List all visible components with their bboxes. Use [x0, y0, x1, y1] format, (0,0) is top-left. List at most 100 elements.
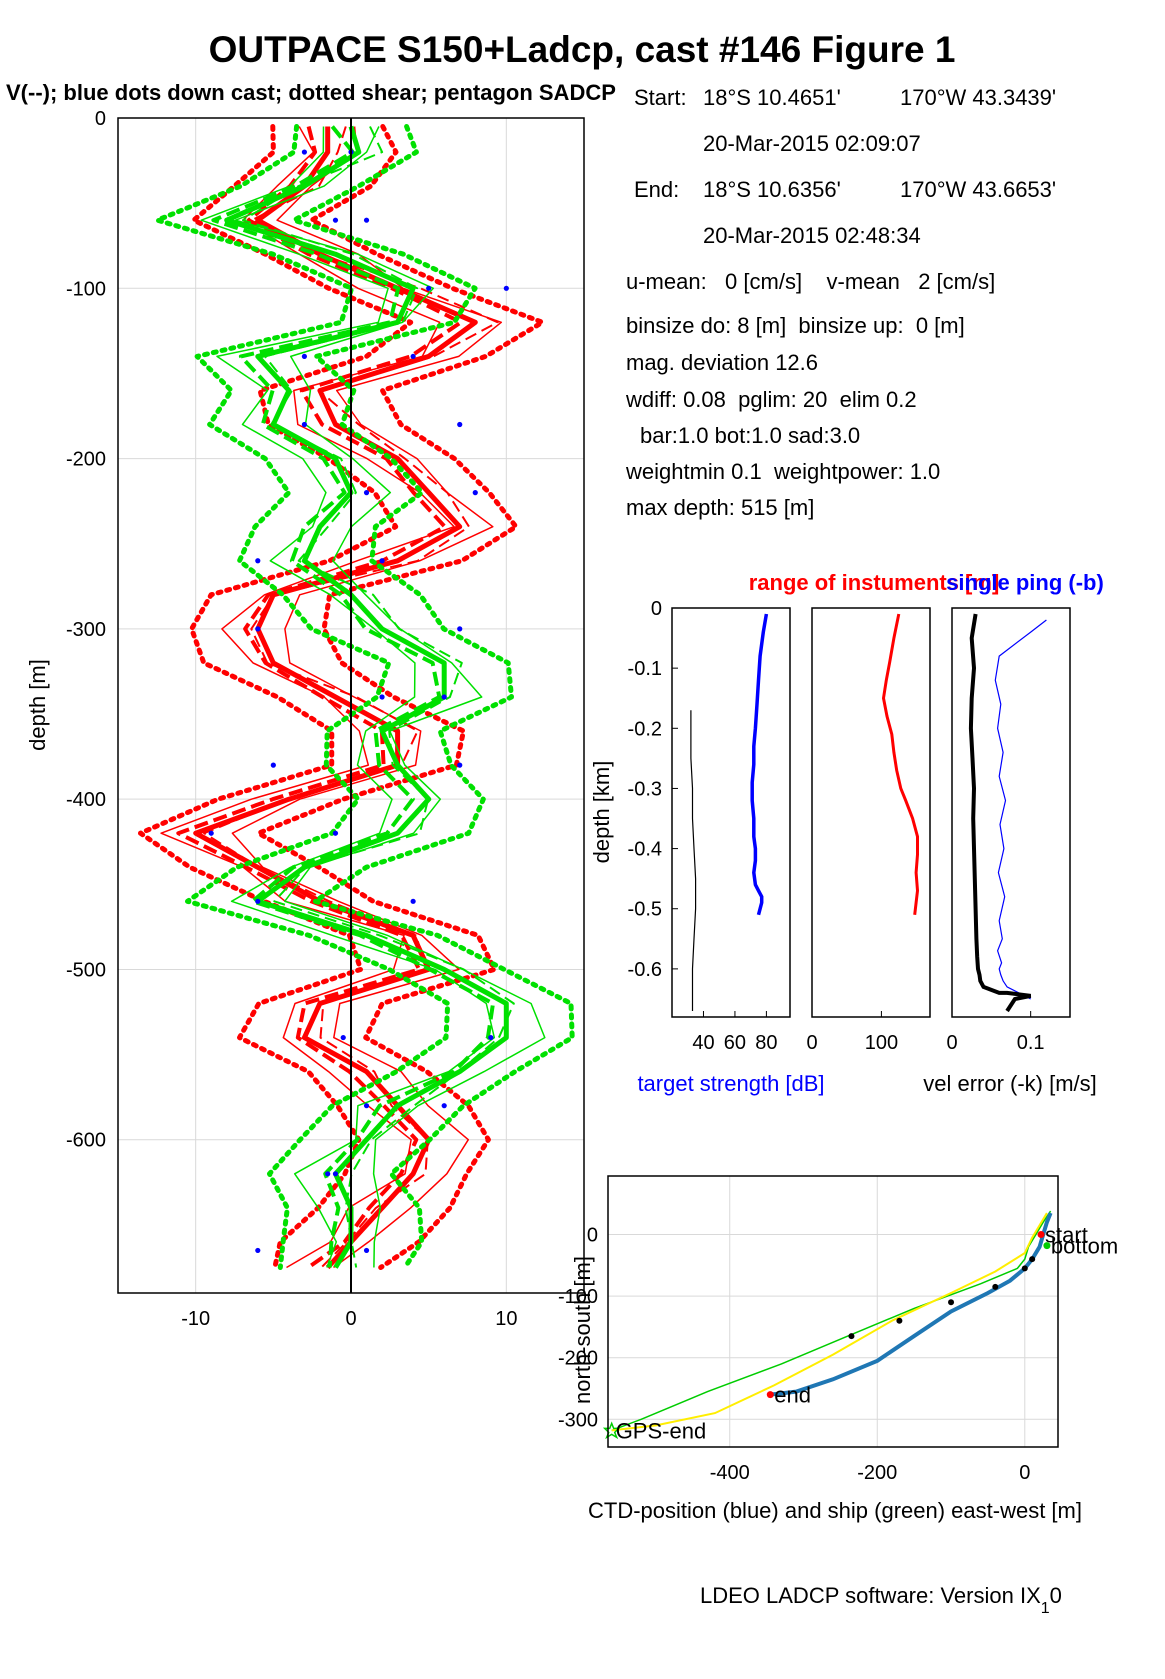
- start-marker: [1037, 1231, 1045, 1239]
- xtick-label: 0.1: [1017, 1032, 1045, 1054]
- wdiff: wdiff: 0.08 pglim: 20 elim 0.2: [625, 387, 917, 412]
- down-cast-dot-v: [488, 1034, 494, 1041]
- noise-level-line: [690, 710, 697, 1011]
- track-ylabel: north-south [m]: [570, 1256, 595, 1404]
- down-cast-dot-v: [332, 830, 339, 836]
- ytick-label: -0.6: [628, 959, 662, 981]
- down-cast-dot-u: [301, 353, 307, 360]
- down-cast-dot-u: [255, 898, 261, 904]
- velocity-ytick-label: -600: [66, 1130, 106, 1152]
- down-cast-dot-u: [208, 830, 214, 836]
- down-cast-dot-v: [410, 898, 416, 904]
- velocity-ylabel: depth [m]: [25, 659, 50, 751]
- track-time-dot: [896, 1317, 903, 1324]
- down-cast-dot-v: [410, 353, 416, 360]
- down-cast-dot-u: [255, 626, 261, 632]
- velocity-series: [138, 124, 575, 1270]
- down-cast-dot-v: [379, 558, 385, 564]
- down-cast-dot-u: [363, 1103, 370, 1109]
- down-cast-dot-v: [441, 1103, 447, 1109]
- xtick-label: 0: [806, 1032, 817, 1054]
- target-strength-line: [750, 613, 769, 916]
- bar-bot-sad: bar:1.0 bot:1.0 sad:3.0: [640, 423, 860, 448]
- velocity-xtick-label: 10: [495, 1308, 517, 1330]
- down-cast-dot-v: [503, 285, 509, 291]
- down-cast-dot-u: [301, 421, 307, 428]
- single-ping-title: single ping (-b): [946, 570, 1104, 595]
- u-velocity-line: [176, 126, 463, 1270]
- down-cast-dot-u: [301, 149, 307, 155]
- down-cast-dot-v: [457, 421, 463, 428]
- velocity-error-ticks: 0 0.1: [946, 1011, 1045, 1054]
- target-strength-frame: [671, 607, 791, 1018]
- velocity-profile-panel: -10 0 100-100-200-300-400-500-600 depth [m…: [25, 108, 585, 1330]
- xtick-label: 100: [865, 1032, 898, 1054]
- gps-end-star-marker: [602, 1421, 621, 1440]
- range-frame: [811, 607, 931, 1018]
- ytick-label: -0.2: [628, 718, 662, 740]
- xtick-label: 0: [946, 1032, 957, 1054]
- mean-velocity: u-mean: 0 [cm/s] v-mean 2 [cm/s]: [626, 269, 995, 294]
- down-cast-dot-v: [332, 1171, 339, 1177]
- velocity-error-xlabel: vel error (-k) [m/s]: [923, 1071, 1097, 1096]
- target-strength-panel: 40 60 80 0 -0.1 -0.2 -0.3 -0.4 -0.5 -0.6 target s…: [589, 570, 999, 1096]
- xtick-label: 80: [755, 1032, 777, 1054]
- target-strength-series: [690, 613, 769, 1011]
- track-xtick-label: -400: [710, 1462, 750, 1484]
- binsize: binsize do: 8 [m] binsize up: 0 [m]: [626, 313, 965, 338]
- velocity-error-panel: 0 0.1 vel error (-k) [m/s] single ping (-…: [923, 570, 1104, 1096]
- ytick-label: -0.3: [628, 778, 662, 800]
- ytick-label: -0.4: [628, 839, 662, 861]
- down-cast-dot-v: [472, 490, 478, 496]
- footer-main: LDEO LADCP software: Version IX: [700, 1583, 1041, 1608]
- v-velocity-line: [154, 124, 451, 1270]
- velocity-error-line: [968, 613, 1032, 1013]
- range-ticks: 0 100: [806, 1011, 898, 1054]
- v-velocity-line: [200, 126, 496, 1268]
- footer-tail: 0: [1050, 1583, 1062, 1608]
- velocity-xtick-label: -10: [181, 1308, 210, 1330]
- range-panel: 0 100: [806, 607, 931, 1054]
- range-line: [881, 613, 920, 915]
- down-cast-dot-u: [426, 285, 432, 291]
- velocity-ytick-label: -200: [66, 449, 106, 471]
- range-title: range of instuments [m]: [749, 570, 1000, 595]
- track-xtick-label: -200: [857, 1462, 897, 1484]
- track-ytick-label: -200: [558, 1348, 598, 1370]
- ytick-label: -0.5: [628, 899, 662, 921]
- xtick-label: 40: [692, 1032, 714, 1054]
- ytick-label: -0.1: [628, 658, 662, 680]
- start-time: 20-Mar-2015 02:09:07: [703, 131, 921, 156]
- down-cast-dot-u: [270, 762, 276, 768]
- track-plot-area: [608, 1176, 1058, 1447]
- end-label: End:: [634, 177, 679, 202]
- down-cast-dot-u: [379, 694, 385, 700]
- start-lat: 18°S 10.4651': [703, 85, 841, 110]
- track-time-dot: [1029, 1256, 1036, 1263]
- end-lat: 18°S 10.6356': [703, 177, 841, 202]
- u-velocity-line: [138, 124, 414, 1270]
- track-ytick-label: 0: [587, 1225, 598, 1247]
- velocity-ytick-label: -100: [66, 278, 106, 300]
- velocity-ytick-label: -300: [66, 619, 106, 641]
- target-strength-xlabel: target strength [dB]: [637, 1071, 824, 1096]
- down-cast-dot-v: [441, 694, 447, 700]
- velocity-ticks: -10 0 100-100-200-300-400-500-600: [66, 108, 517, 1330]
- ytick-label: 0: [651, 598, 662, 620]
- gps-end-label: GPS-end: [616, 1418, 707, 1443]
- velocity-plot-frame: [117, 117, 585, 1294]
- weight: weightmin 0.1 weightpower: 1.0: [625, 459, 940, 484]
- u-velocity-line: [231, 126, 503, 1269]
- target-strength-ticks: 40 60 80 0 -0.1 -0.2 -0.3 -0.4 -0.5 -0.6: [628, 598, 778, 1054]
- gps-track-line: [611, 1212, 1048, 1432]
- end-time: 20-Mar-2015 02:48:34: [703, 223, 921, 248]
- track-ytick-label: -300: [558, 1409, 598, 1431]
- target-strength-ylabel: depth [km]: [589, 761, 614, 864]
- end-lon: 170°W 43.6653': [900, 177, 1056, 202]
- u-velocity-line: [203, 126, 499, 1269]
- down-cast-dot-u: [363, 490, 370, 496]
- end-label: end: [774, 1383, 811, 1408]
- footer-subscript: 1: [1041, 1600, 1050, 1617]
